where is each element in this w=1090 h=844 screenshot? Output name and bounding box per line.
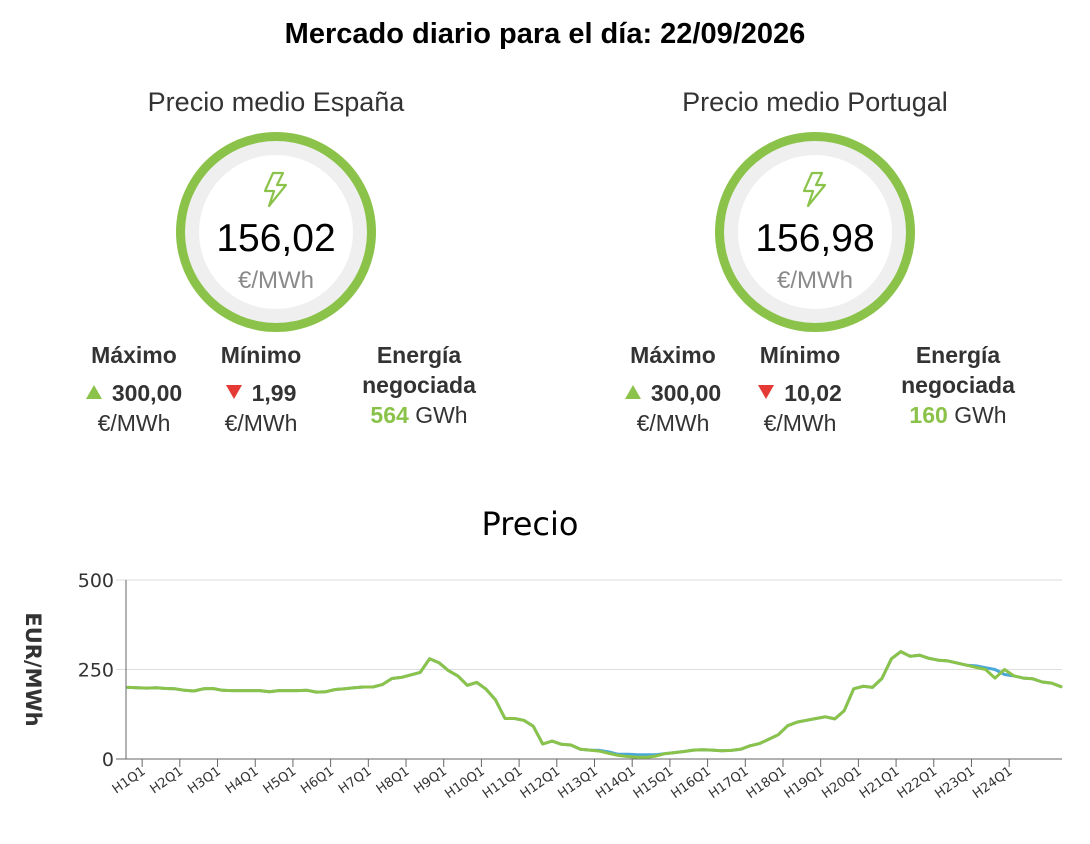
x-tick-label: H2Q1 bbox=[148, 764, 187, 797]
x-tick-label: H19Q1 bbox=[782, 764, 827, 802]
down-arrow-icon bbox=[758, 385, 775, 399]
x-tick-label: H5Q1 bbox=[261, 764, 300, 797]
x-tick-label: H10Q1 bbox=[442, 764, 487, 802]
spain-panel-title: Precio medio España bbox=[147, 87, 405, 117]
portugal-price-line bbox=[126, 650, 1063, 757]
spain-price-unit: €/MWh bbox=[237, 267, 314, 294]
portugal-price-unit: €/MWh bbox=[776, 267, 853, 294]
gauge-center: 156,02 €/MWh bbox=[199, 155, 353, 309]
energy-label-line1: Energía bbox=[915, 342, 1001, 368]
y-axis-title: EUR/MWh bbox=[21, 612, 45, 726]
portugal-max-stat: Máximo 300,00 €/MWh bbox=[603, 340, 743, 438]
min-value-row: 10,02 bbox=[735, 378, 865, 408]
min-unit: €/MWh bbox=[224, 410, 298, 436]
min-label: Mínimo bbox=[220, 342, 302, 368]
spain-min-value: 1,99 bbox=[251, 380, 297, 406]
max-label: Máximo bbox=[91, 342, 177, 368]
energy-label: Energía negociada bbox=[873, 340, 1043, 400]
y-tick-label: 500 bbox=[78, 570, 114, 592]
min-value-row: 1,99 bbox=[196, 378, 326, 408]
y-tick-label: 0 bbox=[102, 749, 114, 771]
portugal-energy-stat: Energía negociada 160 GWh bbox=[873, 340, 1043, 430]
x-tick-label: H22Q1 bbox=[895, 764, 940, 802]
x-tick-label: H14Q1 bbox=[593, 764, 638, 802]
up-arrow-icon bbox=[85, 385, 102, 399]
gauge-center: 156,98 €/MWh bbox=[738, 155, 892, 309]
lightning-icon bbox=[802, 171, 827, 208]
spain-energy-value: 564 bbox=[370, 402, 409, 428]
energy-value-row: 160 GWh bbox=[873, 400, 1043, 430]
gauge-track: 156,02 €/MWh bbox=[185, 141, 367, 323]
max-unit: €/MWh bbox=[97, 410, 171, 436]
x-tick-label: H4Q1 bbox=[223, 764, 262, 797]
portugal-price-gauge: 156,98 €/MWh bbox=[715, 132, 915, 332]
spain-panel: Precio medio España 156,02 €/MWh Máximo … bbox=[46, 82, 506, 452]
x-tick-label: H1Q1 bbox=[110, 764, 149, 797]
spain-average-price: 156,02 bbox=[216, 217, 336, 260]
spain-price-line bbox=[126, 650, 1063, 759]
energy-label-line2: negociada bbox=[901, 372, 1015, 398]
energy-value-row: 564 GWh bbox=[334, 400, 504, 430]
up-arrow-icon bbox=[624, 385, 641, 399]
x-tick-label: H24Q1 bbox=[970, 764, 1015, 802]
max-value-row: 300,00 bbox=[603, 378, 743, 408]
spain-max-value: 300,00 bbox=[111, 380, 183, 406]
page-title: Mercado diario para el día: 22/09/2026 bbox=[284, 18, 806, 50]
x-tick-label: H3Q1 bbox=[185, 764, 224, 797]
gauge-track: 156,98 €/MWh bbox=[724, 141, 906, 323]
portugal-average-price: 156,98 bbox=[755, 217, 875, 260]
min-unit: €/MWh bbox=[763, 410, 837, 436]
x-tick-label: H7Q1 bbox=[336, 764, 375, 797]
spain-energy-stat: Energía negociada 564 GWh bbox=[334, 340, 504, 430]
x-tick-label: H15Q1 bbox=[631, 764, 676, 802]
energy-unit: GWh bbox=[415, 402, 468, 428]
price-line-chart: 0 250 500 EUR/MWh H1Q1 H2Q1 H3Q1 H4Q1 H5Q1 H6Q1 H7… bbox=[21, 570, 1063, 802]
x-tick-label: H21Q1 bbox=[857, 764, 902, 802]
x-tick-label: H8Q1 bbox=[374, 764, 413, 797]
x-tick-label: H6Q1 bbox=[298, 764, 337, 797]
max-unit: €/MWh bbox=[636, 410, 710, 436]
energy-label-line1: Energía bbox=[376, 342, 462, 368]
spain-price-gauge: 156,02 €/MWh bbox=[176, 132, 376, 332]
portugal-min-value: 10,02 bbox=[784, 380, 842, 406]
x-tick-label: H20Q1 bbox=[819, 764, 864, 802]
portugal-min-stat: Mínimo 10,02 €/MWh bbox=[735, 340, 865, 438]
portugal-panel: Precio medio Portugal 156,98 €/MWh Máxim… bbox=[585, 82, 1045, 452]
max-label: Máximo bbox=[630, 342, 716, 368]
x-tick-label: H13Q1 bbox=[555, 764, 600, 802]
portugal-max-value: 300,00 bbox=[650, 380, 722, 406]
y-tick-label: 250 bbox=[78, 660, 114, 682]
x-tick-label: H23Q1 bbox=[932, 764, 977, 802]
x-tick-label: H18Q1 bbox=[744, 764, 789, 802]
max-value-row: 300,00 bbox=[64, 378, 204, 408]
lightning-icon bbox=[263, 171, 288, 208]
down-arrow-icon bbox=[225, 385, 242, 399]
x-tick-label: H12Q1 bbox=[518, 764, 563, 802]
spain-max-stat: Máximo 300,00 €/MWh bbox=[64, 340, 204, 438]
x-tick-label: H17Q1 bbox=[706, 764, 751, 802]
min-label: Mínimo bbox=[759, 342, 841, 368]
x-tick-label: H11Q1 bbox=[480, 764, 525, 802]
energy-label-line2: negociada bbox=[362, 372, 476, 398]
portugal-panel-title: Precio medio Portugal bbox=[682, 87, 948, 117]
energy-label: Energía negociada bbox=[334, 340, 504, 400]
chart-title: Precio bbox=[481, 505, 579, 543]
energy-unit: GWh bbox=[954, 402, 1007, 428]
x-tick-label: H16Q1 bbox=[669, 764, 714, 802]
spain-min-stat: Mínimo 1,99 €/MWh bbox=[196, 340, 326, 438]
portugal-energy-value: 160 bbox=[909, 402, 948, 428]
